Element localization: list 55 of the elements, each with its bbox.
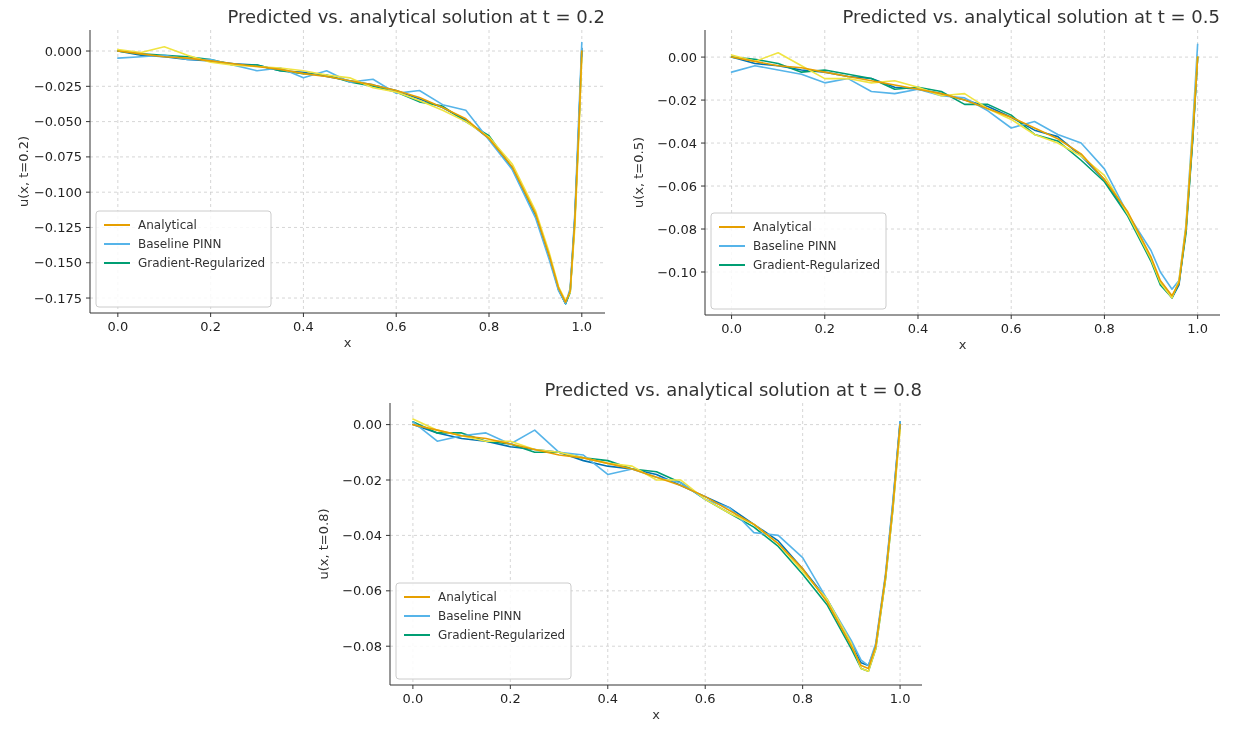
y-axis-title: u(x, t=0.5) bbox=[631, 136, 646, 209]
x-tick-label: 0.6 bbox=[385, 319, 407, 334]
y-tick-label: −0.125 bbox=[33, 220, 82, 236]
legend-label: Gradient-Regularized bbox=[138, 256, 266, 271]
y-tick-label: −0.08 bbox=[342, 638, 382, 654]
x-tick-label: 0.0 bbox=[402, 691, 424, 706]
x-tick-label: 0.4 bbox=[293, 319, 314, 334]
chart-title: Predicted vs. analytical solution at t = 0.8 bbox=[544, 379, 922, 400]
chart-title: Predicted vs. analytical solution at t = 0.2 bbox=[227, 6, 605, 27]
x-tick-label: 0.6 bbox=[1000, 321, 1022, 336]
x-axis-title: x bbox=[958, 337, 967, 352]
x-tick-label: 0.2 bbox=[200, 319, 221, 334]
x-tick-label: 0.0 bbox=[107, 319, 129, 334]
legend-label: Analytical bbox=[138, 218, 197, 233]
legend-label: Baseline PINN bbox=[138, 237, 222, 252]
y-tick-label: −0.04 bbox=[657, 135, 697, 151]
y-tick-label: −0.04 bbox=[342, 527, 382, 543]
y-tick-label: −0.150 bbox=[33, 255, 82, 271]
x-tick-label: 0.8 bbox=[478, 319, 500, 334]
x-tick-label: 0.4 bbox=[907, 321, 929, 336]
x-axis-title: x bbox=[343, 335, 352, 350]
y-tick-label: −0.02 bbox=[342, 472, 382, 488]
legend-label: Gradient-Regularized bbox=[438, 628, 566, 643]
x-tick-label: 0.8 bbox=[792, 691, 813, 706]
legend-label: Analytical bbox=[753, 220, 812, 235]
legend-label: Analytical bbox=[438, 590, 497, 605]
x-tick-label: 0.2 bbox=[499, 691, 521, 706]
legend-label: Gradient-Regularized bbox=[753, 258, 881, 273]
y-tick-label: −0.075 bbox=[33, 149, 82, 165]
chart-title: Predicted vs. analytical solution at t = 0.5 bbox=[842, 6, 1220, 27]
y-tick-label: −0.050 bbox=[33, 114, 82, 130]
x-tick-label: 0.8 bbox=[1094, 321, 1115, 336]
y-tick-label: −0.06 bbox=[342, 583, 382, 599]
x-tick-label: 0.4 bbox=[597, 691, 619, 706]
legend-label: Baseline PINN bbox=[438, 609, 522, 624]
y-tick-label: 0.00 bbox=[353, 417, 382, 433]
y-axis-title: u(x, t=0.8) bbox=[316, 508, 331, 580]
legend-label: Baseline PINN bbox=[753, 239, 837, 254]
y-tick-label: −0.175 bbox=[33, 290, 82, 306]
x-tick-label: 1.0 bbox=[889, 691, 911, 706]
x-tick-label: 0.2 bbox=[814, 321, 836, 336]
y-axis-title: u(x, t=0.2) bbox=[16, 135, 31, 208]
y-tick-label: −0.100 bbox=[33, 184, 82, 200]
x-axis-title: x bbox=[652, 707, 661, 722]
x-tick-label: 0.6 bbox=[694, 691, 716, 706]
y-tick-label: −0.02 bbox=[657, 92, 697, 108]
y-tick-label: 0.00 bbox=[668, 49, 697, 65]
y-tick-label: −0.10 bbox=[657, 264, 697, 280]
x-tick-label: 1.0 bbox=[1187, 321, 1208, 336]
y-tick-label: −0.08 bbox=[657, 221, 697, 237]
y-tick-label: −0.06 bbox=[657, 178, 697, 194]
x-tick-label: 0.0 bbox=[721, 321, 742, 336]
y-tick-label: −0.025 bbox=[33, 78, 82, 94]
y-tick-label: 0.000 bbox=[44, 43, 82, 59]
x-tick-label: 1.0 bbox=[571, 319, 593, 334]
